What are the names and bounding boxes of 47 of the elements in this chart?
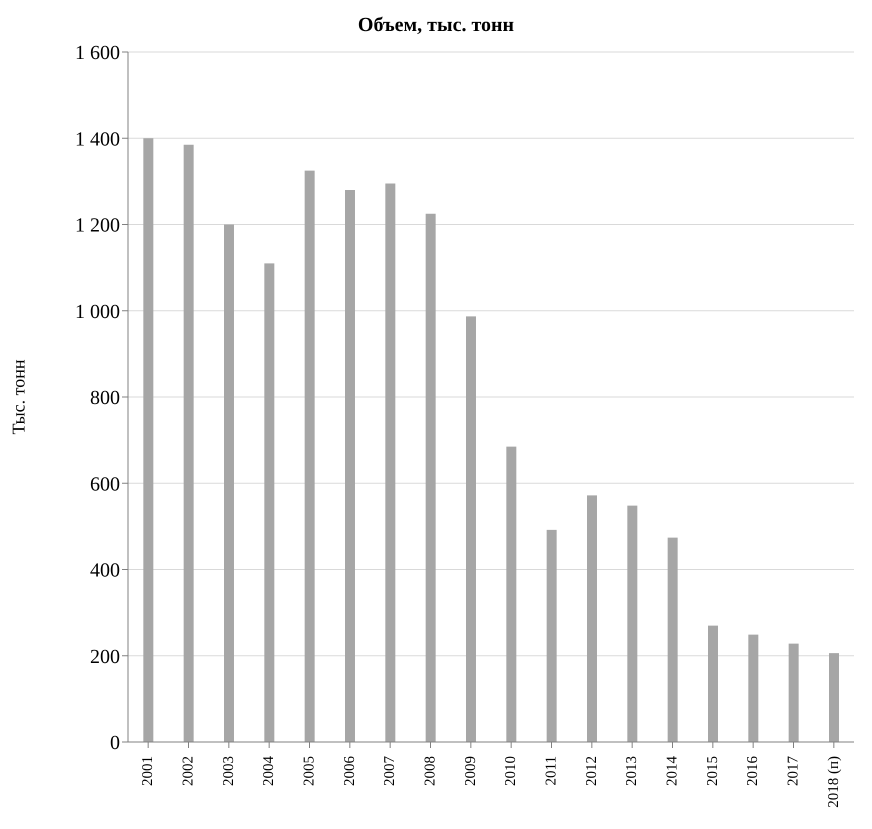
bar bbox=[143, 138, 154, 742]
y-tick-label: 1 200 bbox=[75, 214, 120, 237]
y-tick-label: 1 000 bbox=[75, 300, 120, 323]
bar bbox=[546, 530, 557, 742]
bar bbox=[788, 644, 799, 742]
bar bbox=[748, 634, 758, 742]
y-axis-title: Тыс. тонн bbox=[8, 359, 28, 435]
x-tick-label: 2001 bbox=[140, 756, 156, 786]
bar bbox=[224, 224, 234, 742]
bar bbox=[184, 144, 194, 742]
bar bbox=[466, 316, 476, 742]
x-tick-label: 2003 bbox=[220, 756, 237, 786]
bar bbox=[344, 190, 355, 742]
bar bbox=[506, 446, 516, 742]
x-tick-label: 2005 bbox=[302, 756, 318, 786]
bar bbox=[708, 626, 718, 742]
y-tick-label: 1 600 bbox=[75, 42, 120, 64]
x-tick-label: 2008 bbox=[422, 756, 438, 786]
bar bbox=[426, 214, 436, 742]
x-tick-label: 2013 bbox=[624, 756, 640, 786]
y-tick-label: 1 400 bbox=[75, 128, 120, 150]
bar bbox=[264, 263, 274, 742]
x-tick-label: 2004 bbox=[261, 756, 278, 786]
bar bbox=[828, 653, 839, 742]
y-tick-label: 400 bbox=[90, 560, 120, 582]
x-tick-label: 2007 bbox=[382, 756, 398, 786]
y-tick-label: 800 bbox=[90, 387, 120, 410]
bar bbox=[385, 184, 396, 742]
x-tick-label: 2012 bbox=[584, 756, 600, 786]
x-tick-label: 2002 bbox=[180, 756, 196, 786]
x-tick-label: 2018 (п) bbox=[826, 756, 842, 808]
y-tick-label: 200 bbox=[90, 646, 120, 668]
x-tick-label: 2016 bbox=[745, 756, 762, 786]
chart-title: Объем, тыс. тонн bbox=[356, 13, 516, 38]
x-tick-label: 2015 bbox=[704, 756, 721, 786]
x-tick-label: 2010 bbox=[503, 756, 520, 786]
y-tick-label: 0 bbox=[110, 732, 120, 754]
x-tick-label: 2014 bbox=[664, 756, 680, 786]
x-tick-label: 2009 bbox=[462, 756, 479, 786]
bar bbox=[668, 538, 678, 742]
x-tick-label: 2017 bbox=[786, 756, 802, 786]
y-tick-label: 600 bbox=[90, 473, 120, 496]
bar bbox=[586, 495, 597, 742]
bar bbox=[304, 170, 315, 742]
x-tick-label: 2011 bbox=[544, 756, 560, 786]
x-tick-label: 2006 bbox=[342, 756, 358, 786]
bar bbox=[627, 506, 638, 742]
